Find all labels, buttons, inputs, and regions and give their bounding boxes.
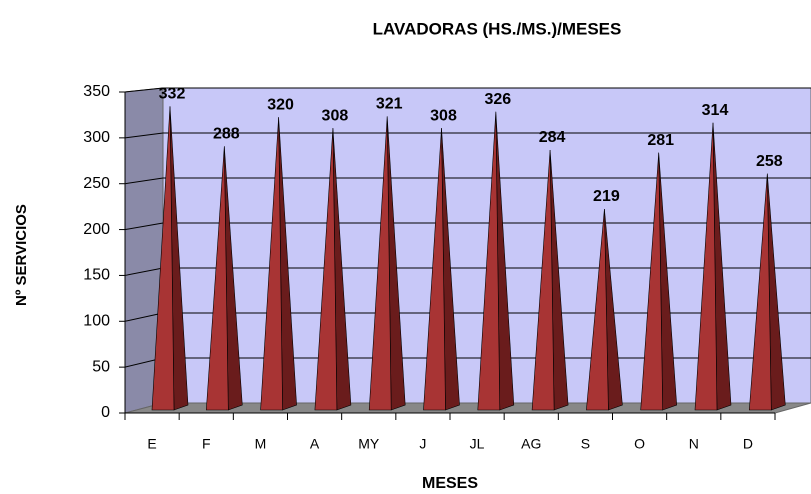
data-label: 326 [484,91,511,108]
x-tick-label: JL [470,436,485,452]
x-tick-label: O [634,436,645,452]
data-label: 284 [539,129,566,146]
x-tick-label: M [255,436,267,452]
x-tick-label: MY [358,436,380,452]
data-label: 332 [159,86,186,103]
x-axis-label: MESES [422,475,478,492]
grid-line [124,177,164,185]
y-tick-label: 50 [92,358,110,375]
x-tick-label: E [147,436,156,452]
data-label: 321 [376,96,403,113]
grid-line [124,87,164,93]
x-tick-label: AG [521,436,541,452]
x-tick-label: S [581,436,590,452]
grid-line [124,132,164,139]
bar [531,149,555,411]
data-label: 308 [430,107,457,124]
bar [260,117,283,411]
bar [640,152,664,411]
grid-line [124,267,164,276]
data-label: 314 [702,102,729,119]
data-label: 281 [647,132,674,149]
y-tick-label: 250 [83,175,110,192]
data-label: 320 [267,96,294,113]
y-tick-label: 0 [101,404,110,421]
bar [314,128,338,411]
x-tick-label: A [310,436,320,452]
data-label: 308 [322,107,349,124]
data-label: 258 [756,153,783,170]
bar [477,111,501,411]
bar [368,116,392,411]
x-tick-label: F [202,436,211,452]
grid-line [124,312,164,322]
grid-line [124,222,164,231]
y-tick-label: 200 [83,221,110,238]
y-axis-label: Nº SERVICIOS [13,204,30,306]
chart-title: LAVADORAS (HS./MS.)/MESES [373,19,622,38]
x-tick-label: J [419,436,426,452]
y-tick-label: 300 [83,129,110,146]
bar [694,122,718,411]
bar [748,173,772,411]
x-tick-label: N [689,436,699,452]
bar [423,128,446,411]
data-label: 219 [593,188,620,205]
x-tick-label: D [743,436,753,452]
y-tick-label: 150 [83,267,110,284]
bar [205,146,229,411]
y-tick-label: 100 [83,313,110,330]
y-tick-label: 350 [83,83,110,100]
data-label: 288 [213,126,240,143]
bar [586,208,609,411]
bar [151,106,175,411]
